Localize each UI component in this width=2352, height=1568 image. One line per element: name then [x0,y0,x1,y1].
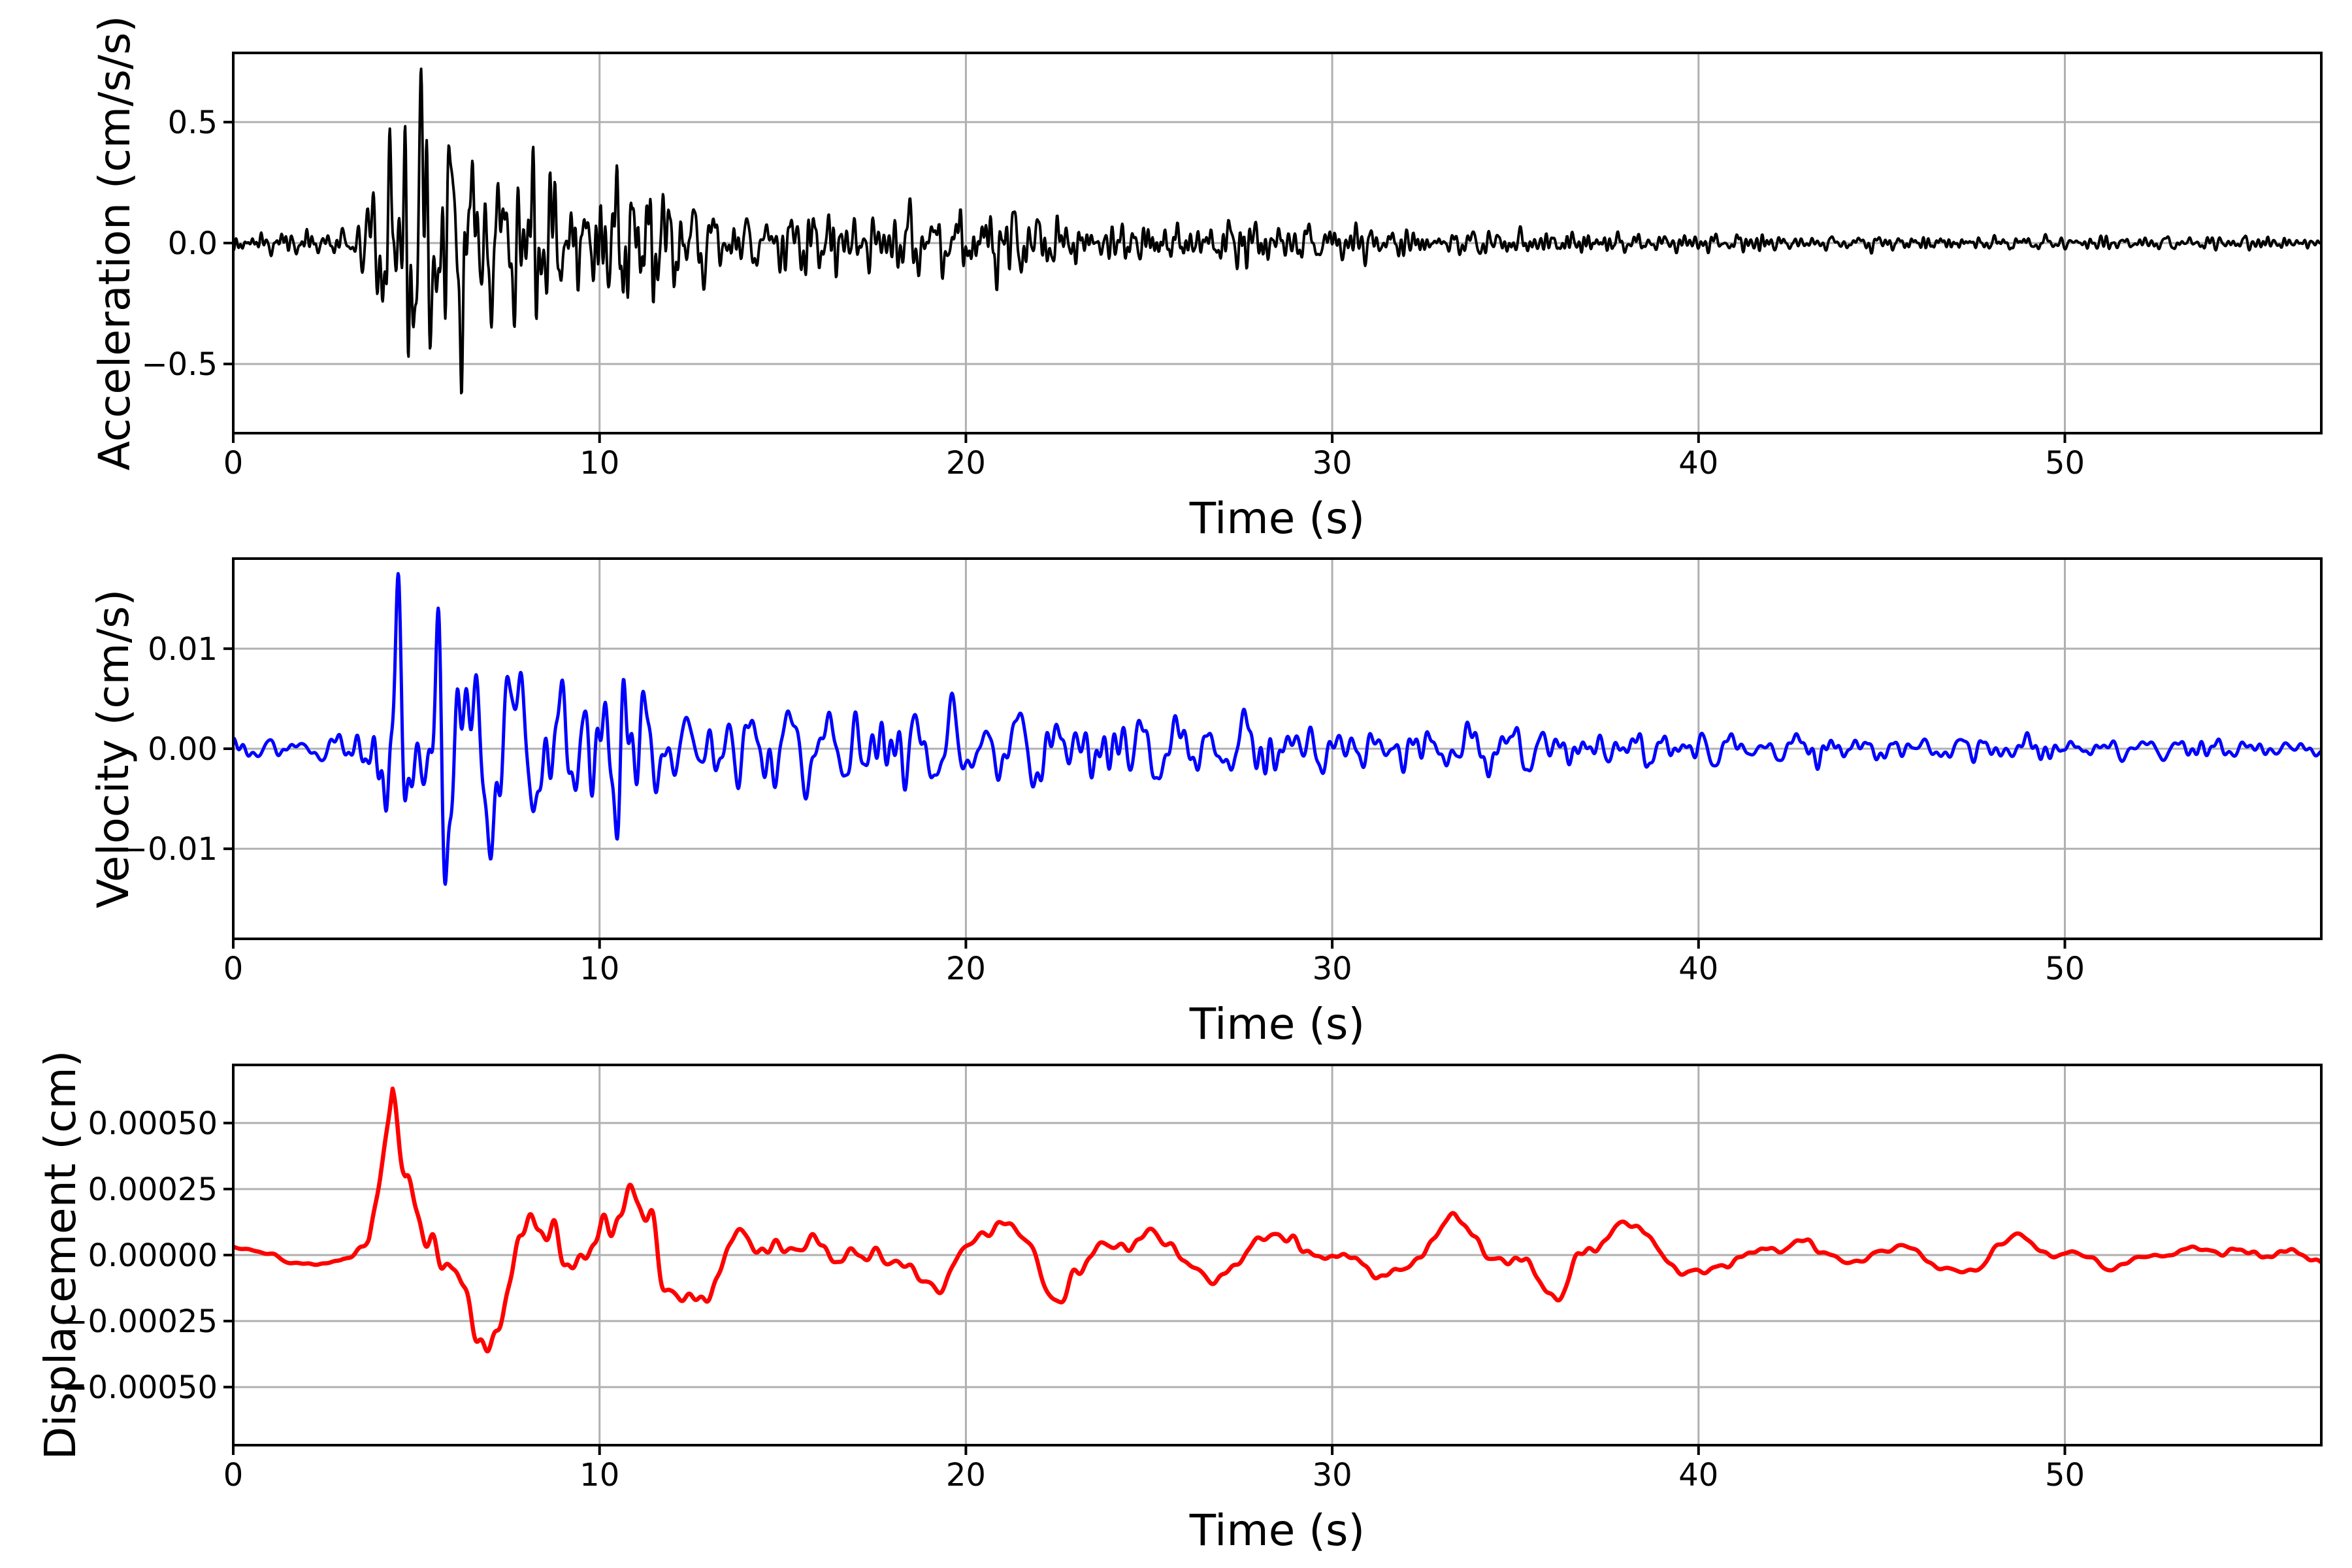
y-tick-label: 0.00050 [88,1105,218,1142]
acceleration-subplot: 0 10 20 30 40 50 0.5 0.0 −0.5 [141,52,2323,482]
y-tick-label: −0.00025 [61,1303,218,1340]
velocity-y-axis-label: Velocity (cm/s) [88,589,139,909]
y-tick-label: −0.01 [122,831,218,868]
y-tick-label: 0.00025 [88,1171,218,1208]
plot-frame [232,1064,2323,1446]
acceleration-x-axis-label: Time (s) [1189,493,1365,544]
y-tick-label: 0.01 [148,631,218,668]
x-tick-label: 20 [946,445,986,482]
y-tick-label: 0.00000 [88,1237,218,1274]
velocity-subplot: 0 10 20 30 40 50 0.01 0.00 −0.01 [122,557,2323,987]
x-tick-label: 40 [1678,1457,1718,1494]
x-tick-label: 30 [1313,445,1352,482]
x-tick-label: 30 [1313,1457,1352,1494]
x-tick-label: 10 [580,951,619,987]
x-tick-label: 20 [946,1457,986,1494]
displacement-subplot: 0 10 20 30 40 50 0.00050 0.00025 0.00000 −0.00025… [61,1064,2323,1494]
plot-frame [232,557,2323,940]
acceleration-waveform [233,67,2321,395]
y-tick-label: 0.00 [148,731,218,768]
x-tick-label: 50 [2045,951,2085,987]
x-tick-label: 20 [946,951,986,987]
x-tick-label: 50 [2045,445,2085,482]
x-tick-label: 0 [223,445,244,482]
x-tick-label: 30 [1313,951,1352,987]
y-tick-label: −0.00050 [61,1369,218,1406]
x-tick-label: 0 [223,1457,244,1494]
acceleration-y-axis-label: Acceleration (cm/s/s) [90,15,140,471]
displacement-y-axis-label: Displacement (cm) [35,1050,86,1460]
x-tick-label: 40 [1678,951,1718,987]
plot-frame [232,52,2323,434]
x-tick-label: 10 [580,445,619,482]
x-tick-label: 0 [223,951,244,987]
velocity-x-axis-label: Time (s) [1189,999,1365,1049]
x-tick-label: 40 [1678,445,1718,482]
y-tick-label: 0.5 [168,105,218,141]
x-tick-label: 50 [2045,1457,2085,1494]
x-tick-label: 10 [580,1457,619,1494]
displacement-x-axis-label: Time (s) [1189,1505,1365,1556]
y-tick-label: −0.5 [141,346,218,383]
velocity-waveform [233,572,2321,886]
displacement-waveform [233,1086,2321,1354]
y-tick-label: 0.0 [168,225,218,262]
